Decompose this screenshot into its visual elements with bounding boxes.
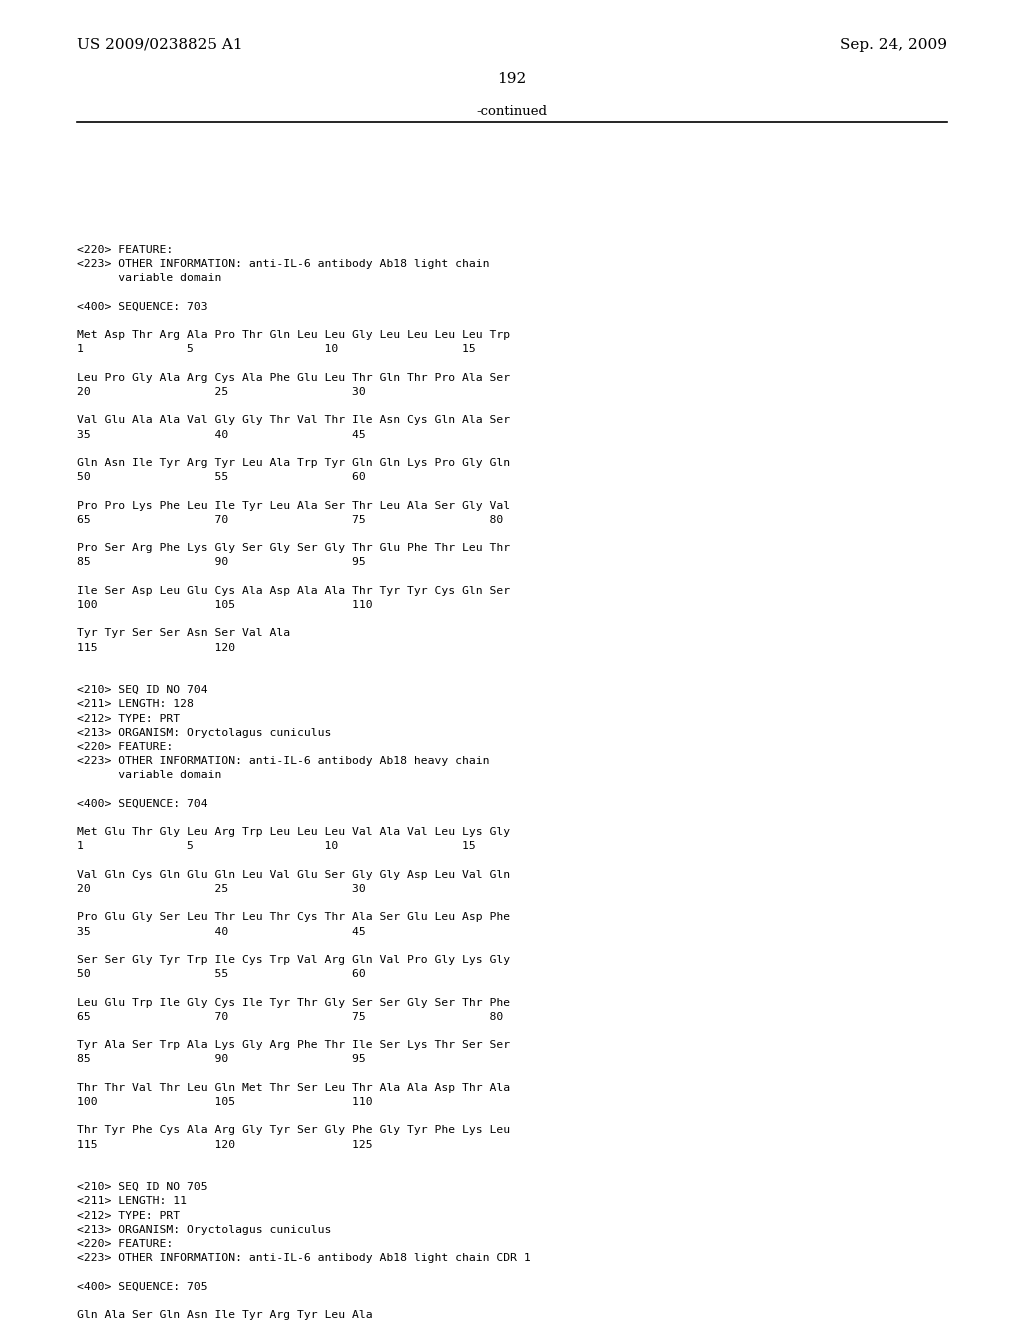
Text: Tyr Tyr Ser Ser Asn Ser Val Ala: Tyr Tyr Ser Ser Asn Ser Val Ala <box>77 628 290 639</box>
Text: 50                  55                  60: 50 55 60 <box>77 969 366 979</box>
Text: 35                  40                  45: 35 40 45 <box>77 927 366 937</box>
Text: US 2009/0238825 A1: US 2009/0238825 A1 <box>77 38 243 51</box>
Text: <212> TYPE: PRT: <212> TYPE: PRT <box>77 1210 180 1221</box>
Text: 65                  70                  75                  80: 65 70 75 80 <box>77 1012 503 1022</box>
Text: <220> FEATURE:: <220> FEATURE: <box>77 742 173 752</box>
Text: 115                 120: 115 120 <box>77 643 236 652</box>
Text: Gln Ala Ser Gln Asn Ile Tyr Arg Tyr Leu Ala: Gln Ala Ser Gln Asn Ile Tyr Arg Tyr Leu … <box>77 1309 373 1320</box>
Text: <223> OTHER INFORMATION: anti-IL-6 antibody Ab18 light chain: <223> OTHER INFORMATION: anti-IL-6 antib… <box>77 259 489 269</box>
Text: 20                  25                  30: 20 25 30 <box>77 884 366 894</box>
Text: Met Glu Thr Gly Leu Arg Trp Leu Leu Leu Val Ala Val Leu Lys Gly: Met Glu Thr Gly Leu Arg Trp Leu Leu Leu … <box>77 828 510 837</box>
Text: 192: 192 <box>498 73 526 86</box>
Text: Thr Thr Val Thr Leu Gln Met Thr Ser Leu Thr Ala Ala Asp Thr Ala: Thr Thr Val Thr Leu Gln Met Thr Ser Leu … <box>77 1082 510 1093</box>
Text: 100                 105                 110: 100 105 110 <box>77 601 373 610</box>
Text: Pro Ser Arg Phe Lys Gly Ser Gly Ser Gly Thr Glu Phe Thr Leu Thr: Pro Ser Arg Phe Lys Gly Ser Gly Ser Gly … <box>77 544 510 553</box>
Text: 85                  90                  95: 85 90 95 <box>77 1055 366 1064</box>
Text: variable domain: variable domain <box>77 771 221 780</box>
Text: <210> SEQ ID NO 704: <210> SEQ ID NO 704 <box>77 685 208 696</box>
Text: Tyr Ala Ser Trp Ala Lys Gly Arg Phe Thr Ile Ser Lys Thr Ser Ser: Tyr Ala Ser Trp Ala Lys Gly Arg Phe Thr … <box>77 1040 510 1051</box>
Text: <220> FEATURE:: <220> FEATURE: <box>77 1239 173 1249</box>
Text: 115                 120                 125: 115 120 125 <box>77 1139 373 1150</box>
Text: Val Glu Ala Ala Val Gly Gly Thr Val Thr Ile Asn Cys Gln Ala Ser: Val Glu Ala Ala Val Gly Gly Thr Val Thr … <box>77 416 510 425</box>
Text: variable domain: variable domain <box>77 273 221 284</box>
Text: Ser Ser Gly Tyr Trp Ile Cys Trp Val Arg Gln Val Pro Gly Lys Gly: Ser Ser Gly Tyr Trp Ile Cys Trp Val Arg … <box>77 954 510 965</box>
Text: Sep. 24, 2009: Sep. 24, 2009 <box>840 38 947 51</box>
Text: <211> LENGTH: 11: <211> LENGTH: 11 <box>77 1196 187 1206</box>
Text: -continued: -continued <box>476 106 548 117</box>
Text: Ile Ser Asp Leu Glu Cys Ala Asp Ala Ala Thr Tyr Tyr Cys Gln Ser: Ile Ser Asp Leu Glu Cys Ala Asp Ala Ala … <box>77 586 510 595</box>
Text: <400> SEQUENCE: 705: <400> SEQUENCE: 705 <box>77 1282 208 1291</box>
Text: <400> SEQUENCE: 704: <400> SEQUENCE: 704 <box>77 799 208 809</box>
Text: Gln Asn Ile Tyr Arg Tyr Leu Ala Trp Tyr Gln Gln Lys Pro Gly Gln: Gln Asn Ile Tyr Arg Tyr Leu Ala Trp Tyr … <box>77 458 510 469</box>
Text: <213> ORGANISM: Oryctolagus cuniculus: <213> ORGANISM: Oryctolagus cuniculus <box>77 1225 332 1234</box>
Text: Pro Glu Gly Ser Leu Thr Leu Thr Cys Thr Ala Ser Glu Leu Asp Phe: Pro Glu Gly Ser Leu Thr Leu Thr Cys Thr … <box>77 912 510 923</box>
Text: <400> SEQUENCE: 703: <400> SEQUENCE: 703 <box>77 302 208 312</box>
Text: 20                  25                  30: 20 25 30 <box>77 387 366 397</box>
Text: 35                  40                  45: 35 40 45 <box>77 429 366 440</box>
Text: 65                  70                  75                  80: 65 70 75 80 <box>77 515 503 525</box>
Text: <213> ORGANISM: Oryctolagus cuniculus: <213> ORGANISM: Oryctolagus cuniculus <box>77 727 332 738</box>
Text: Leu Pro Gly Ala Arg Cys Ala Phe Glu Leu Thr Gln Thr Pro Ala Ser: Leu Pro Gly Ala Arg Cys Ala Phe Glu Leu … <box>77 372 510 383</box>
Text: Thr Tyr Phe Cys Ala Arg Gly Tyr Ser Gly Phe Gly Tyr Phe Lys Leu: Thr Tyr Phe Cys Ala Arg Gly Tyr Ser Gly … <box>77 1126 510 1135</box>
Text: Val Gln Cys Gln Glu Gln Leu Val Glu Ser Gly Gly Asp Leu Val Gln: Val Gln Cys Gln Glu Gln Leu Val Glu Ser … <box>77 870 510 880</box>
Text: Pro Pro Lys Phe Leu Ile Tyr Leu Ala Ser Thr Leu Ala Ser Gly Val: Pro Pro Lys Phe Leu Ile Tyr Leu Ala Ser … <box>77 500 510 511</box>
Text: <212> TYPE: PRT: <212> TYPE: PRT <box>77 714 180 723</box>
Text: <210> SEQ ID NO 705: <210> SEQ ID NO 705 <box>77 1183 208 1192</box>
Text: 50                  55                  60: 50 55 60 <box>77 473 366 482</box>
Text: 1               5                   10                  15: 1 5 10 15 <box>77 841 476 851</box>
Text: <223> OTHER INFORMATION: anti-IL-6 antibody Ab18 light chain CDR 1: <223> OTHER INFORMATION: anti-IL-6 antib… <box>77 1253 530 1263</box>
Text: Leu Glu Trp Ile Gly Cys Ile Tyr Thr Gly Ser Ser Gly Ser Thr Phe: Leu Glu Trp Ile Gly Cys Ile Tyr Thr Gly … <box>77 998 510 1007</box>
Text: <220> FEATURE:: <220> FEATURE: <box>77 246 173 255</box>
Text: 100                 105                 110: 100 105 110 <box>77 1097 373 1107</box>
Text: Met Asp Thr Arg Ala Pro Thr Gln Leu Leu Gly Leu Leu Leu Leu Trp: Met Asp Thr Arg Ala Pro Thr Gln Leu Leu … <box>77 330 510 341</box>
Text: <211> LENGTH: 128: <211> LENGTH: 128 <box>77 700 194 709</box>
Text: 85                  90                  95: 85 90 95 <box>77 557 366 568</box>
Text: 1               5                   10                  15: 1 5 10 15 <box>77 345 476 354</box>
Text: <223> OTHER INFORMATION: anti-IL-6 antibody Ab18 heavy chain: <223> OTHER INFORMATION: anti-IL-6 antib… <box>77 756 489 766</box>
